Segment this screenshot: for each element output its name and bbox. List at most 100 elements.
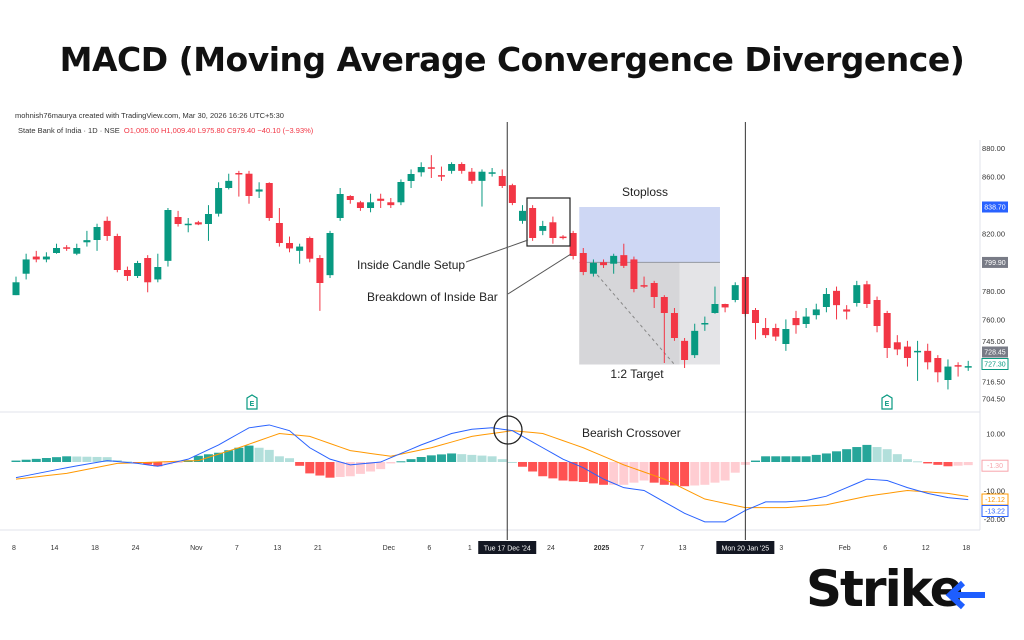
candle-body (103, 220, 111, 236)
macd-label-bg (981, 459, 1009, 472)
signal-line (15, 430, 969, 509)
histogram-bar (72, 456, 82, 462)
candle-body (204, 214, 212, 224)
close-value: C979.40 (226, 126, 256, 135)
histogram-bar (629, 462, 639, 483)
candle-body (772, 328, 780, 337)
time-tick: 1 (468, 545, 472, 552)
price-tick: 716.50 (982, 378, 1005, 387)
histogram-bar (21, 459, 31, 462)
candle-body (397, 182, 405, 203)
histogram-bar (730, 462, 740, 473)
candle-body (924, 350, 932, 363)
histogram-bar (41, 458, 51, 462)
histogram-bar (639, 462, 649, 481)
histogram-bar (609, 462, 619, 485)
candle-body (286, 243, 294, 249)
candle-body (245, 173, 253, 196)
histogram-bar (913, 461, 923, 463)
histogram-bar (518, 462, 527, 467)
candle-body (701, 323, 709, 325)
histogram-bar (467, 454, 477, 462)
candle-body (559, 236, 567, 239)
histogram-bar (578, 462, 588, 482)
candle-body (579, 253, 587, 272)
strike-logo: Strike (806, 560, 964, 618)
time-tick: 13 (273, 545, 281, 552)
histogram-bar (11, 460, 21, 462)
candle-body (549, 222, 557, 238)
candle-body (691, 330, 699, 356)
histogram-bar (315, 462, 325, 476)
date-label: Mon 20 Jan '25 (722, 546, 770, 553)
candle-body (134, 263, 142, 276)
candle-body (448, 164, 456, 171)
time-tick: Feb (839, 545, 851, 552)
price-tick: 760.00 (982, 315, 1005, 324)
candle-body (356, 202, 364, 208)
target-zone-filled (579, 262, 680, 365)
histogram-bar (163, 462, 173, 465)
price-tick: 745.00 (982, 337, 1005, 346)
candle-body (650, 283, 658, 297)
candle-body (296, 246, 304, 251)
histogram-bar (214, 452, 224, 462)
histogram-bar (923, 462, 933, 464)
histogram-bar (568, 462, 578, 482)
candle-body (346, 196, 354, 200)
histogram-bar (31, 458, 41, 462)
time-tick: Nov (190, 545, 203, 552)
time-tick: 12 (922, 545, 930, 552)
macd-tick: -10.00 (984, 487, 1005, 496)
histogram-bar (376, 462, 386, 470)
histogram-bar (619, 462, 629, 485)
histogram-bar (791, 456, 801, 462)
candle-body (32, 256, 40, 260)
histogram-bar (355, 462, 365, 474)
macd-line (15, 424, 969, 523)
histogram-bar (811, 454, 821, 462)
histogram-bar (153, 462, 163, 467)
time-tick: 18 (962, 545, 970, 552)
candle-body (42, 256, 50, 260)
candle-body (640, 285, 648, 287)
price-label-bg (982, 201, 1008, 213)
candle-body (954, 365, 962, 367)
histogram-bar (193, 455, 203, 462)
candle-body (853, 285, 861, 303)
low-value: L975.80 (197, 126, 225, 135)
histogram-bar (953, 462, 963, 466)
price-tick: 860.00 (982, 173, 1005, 182)
date-label: Tue 17 Dec '24 (484, 546, 531, 553)
page-title: MACD (Moving Average Convergence Diverge… (59, 40, 965, 79)
histogram-bar (963, 462, 973, 466)
histogram-bar (122, 461, 132, 463)
histogram-bar (801, 456, 811, 462)
time-tick: 21 (314, 545, 322, 552)
candle-body (822, 294, 830, 307)
logo-text: Strike (806, 560, 964, 618)
histogram-bar (82, 456, 92, 462)
candle-body (873, 300, 881, 326)
price-label: 727.30 (984, 362, 1006, 369)
candle-body (964, 366, 972, 368)
candle-body (407, 174, 415, 181)
candle-body (488, 172, 496, 174)
date-label-bg (478, 541, 537, 554)
breakdown-label: Breakdown of Inside Bar (367, 290, 498, 304)
candle-body (944, 366, 952, 380)
histogram-bar (254, 447, 264, 462)
histogram-bar (285, 458, 295, 462)
time-tick: 8 (12, 545, 16, 552)
candle-body (468, 171, 476, 181)
arrow-inside-candle (465, 239, 529, 263)
candle-body (377, 198, 385, 201)
open-value: O1,005.00 (123, 126, 159, 135)
histogram-bar (92, 456, 102, 462)
histogram-bar (62, 456, 72, 462)
histogram-bar (386, 462, 396, 464)
candle-body (914, 350, 922, 353)
candle-body (235, 173, 243, 175)
